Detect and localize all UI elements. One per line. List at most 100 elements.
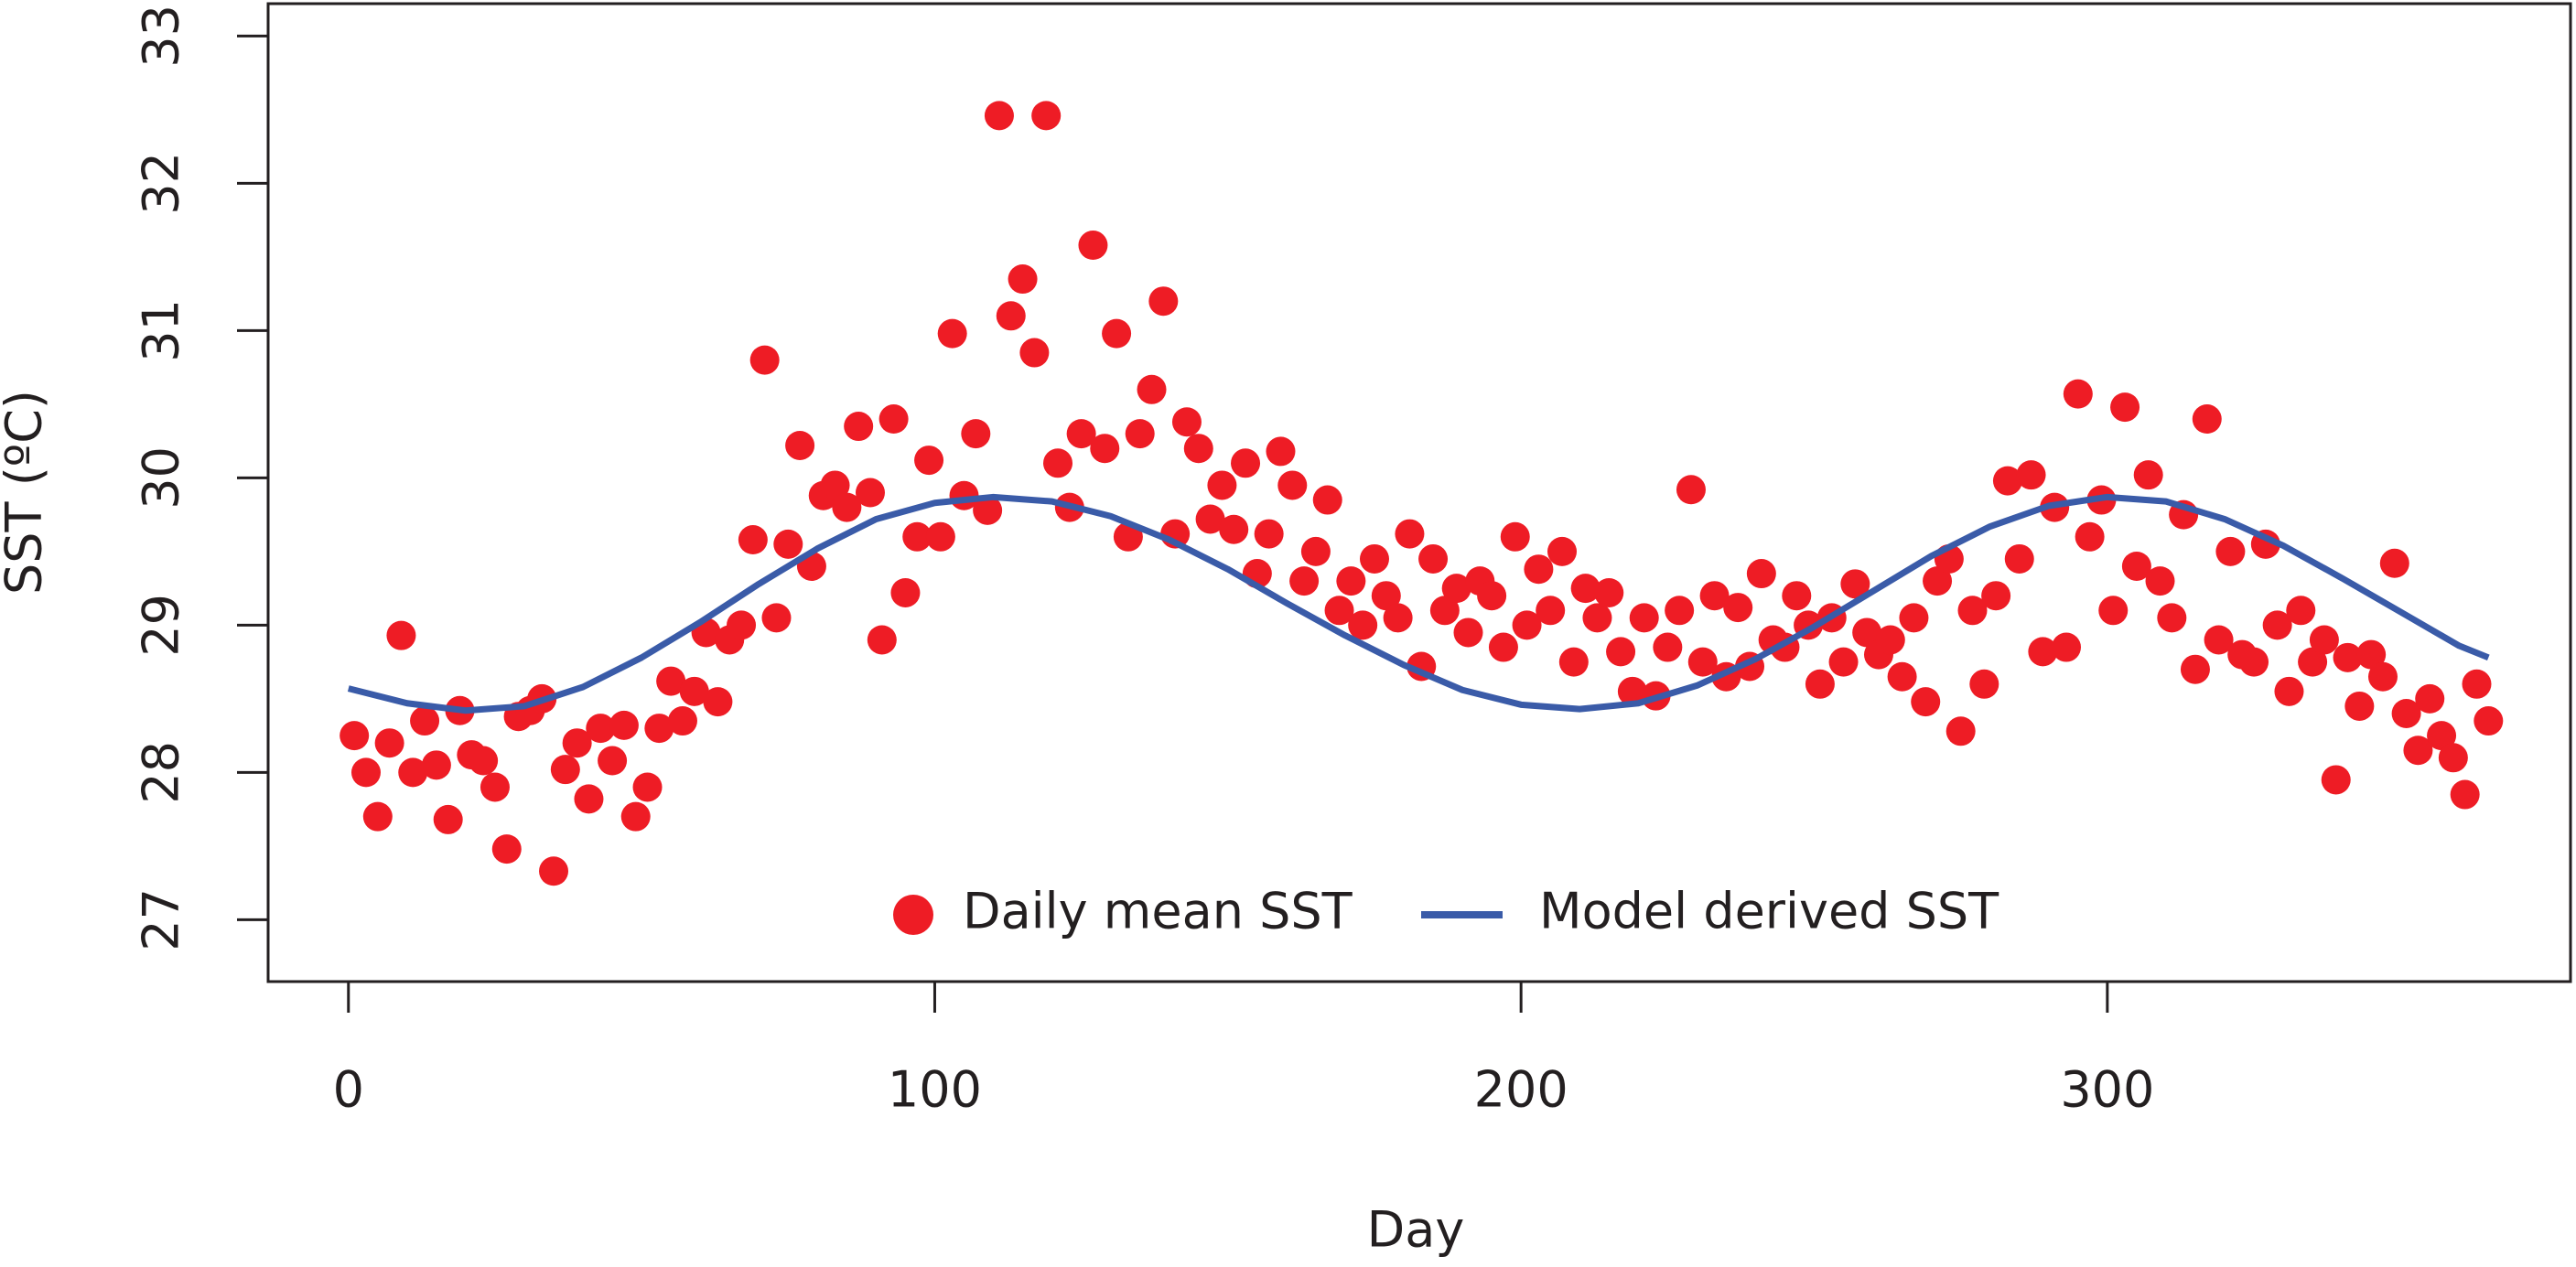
data-point — [1923, 566, 1953, 596]
data-point — [925, 521, 955, 552]
data-point — [1500, 521, 1530, 552]
data-point — [1171, 407, 1202, 437]
data-point — [2157, 603, 2187, 633]
x-tick-label: 0 — [333, 1061, 364, 1119]
data-point — [1090, 434, 1120, 464]
data-point — [1359, 543, 1389, 574]
data-point — [574, 784, 604, 814]
data-point — [2356, 639, 2387, 670]
data-point — [1524, 554, 1554, 585]
data-point — [1899, 603, 1929, 633]
data-point — [773, 529, 803, 559]
data-point — [1477, 581, 1507, 611]
data-point — [2215, 536, 2246, 566]
data-point — [1195, 504, 1225, 534]
data-point — [1828, 647, 1859, 677]
y-axis-label: SST (ºC) — [0, 390, 53, 595]
data-point — [491, 834, 522, 864]
data-point — [1558, 647, 1589, 677]
data-point — [2309, 625, 2339, 655]
data-point — [1992, 466, 2022, 496]
data-point — [1887, 661, 1917, 692]
x-tick-label: 200 — [1474, 1061, 1568, 1119]
data-point — [2286, 596, 2316, 626]
data-point — [1782, 581, 1812, 611]
data-point — [749, 345, 780, 375]
data-point — [820, 470, 850, 500]
legend-label: Model derived SST — [1539, 883, 1999, 940]
data-point — [1969, 669, 1999, 699]
data-point — [2474, 706, 2504, 736]
data-point — [2367, 661, 2398, 692]
data-point — [2016, 460, 2046, 490]
data-point — [2333, 642, 2363, 672]
data-point — [1687, 647, 1718, 677]
data-point — [1453, 617, 1483, 648]
data-point — [1606, 637, 1636, 667]
x-tick-label: 100 — [888, 1061, 982, 1119]
data-point — [832, 492, 862, 522]
y-tick-label: 32 — [133, 152, 190, 215]
data-point — [2450, 779, 2480, 810]
legend-marker — [893, 895, 933, 935]
y-tick-label: 27 — [133, 888, 190, 951]
data-point — [1653, 632, 1683, 662]
data-point — [1289, 566, 1320, 596]
y-tick-label: 29 — [133, 594, 190, 657]
data-point — [996, 301, 1026, 331]
data-point — [1665, 596, 1695, 626]
data-point — [2145, 566, 2175, 596]
data-point — [1699, 581, 1730, 611]
data-point — [667, 706, 697, 736]
data-point — [598, 746, 628, 776]
data-point — [2075, 521, 2105, 552]
data-point — [961, 419, 991, 449]
data-point — [1219, 514, 1249, 544]
data-point — [350, 757, 381, 788]
data-point — [2403, 736, 2433, 766]
data-point — [2239, 647, 2269, 677]
data-point — [1547, 536, 1578, 566]
data-point — [2344, 691, 2375, 721]
data-point — [914, 446, 944, 476]
plot-frame — [266, 2, 2572, 983]
data-point — [1418, 543, 1449, 574]
data-point — [1981, 581, 2011, 611]
data-point — [1183, 434, 1213, 464]
data-point — [1312, 485, 1342, 515]
data-point — [1324, 596, 1354, 626]
data-point — [1019, 338, 1050, 368]
data-point — [1031, 101, 1062, 131]
data-point — [855, 478, 885, 508]
data-point — [867, 625, 897, 655]
data-point — [2391, 698, 2421, 728]
data-point — [973, 495, 1003, 525]
data-point — [421, 750, 451, 780]
data-point — [761, 603, 792, 633]
data-point — [2462, 669, 2492, 699]
data-point — [2133, 460, 2163, 490]
data-point — [469, 746, 499, 776]
data-point — [1512, 610, 1542, 640]
data-point — [362, 801, 393, 832]
data-point — [1429, 596, 1460, 626]
data-point — [609, 710, 639, 740]
data-point — [2004, 543, 2034, 574]
data-point — [878, 404, 909, 435]
data-point — [2321, 765, 2351, 795]
data-point — [2192, 404, 2222, 435]
x-tick-label: 300 — [2060, 1061, 2154, 1119]
data-point — [1300, 536, 1331, 566]
data-point — [398, 757, 428, 788]
data-point — [1266, 436, 1296, 467]
data-point — [586, 714, 616, 744]
data-point — [480, 772, 510, 802]
data-point — [1148, 286, 1179, 317]
data-point — [644, 714, 674, 744]
data-point — [1957, 596, 1988, 626]
data-point — [2110, 392, 2140, 423]
data-point — [679, 676, 709, 706]
data-point — [1383, 603, 1413, 633]
